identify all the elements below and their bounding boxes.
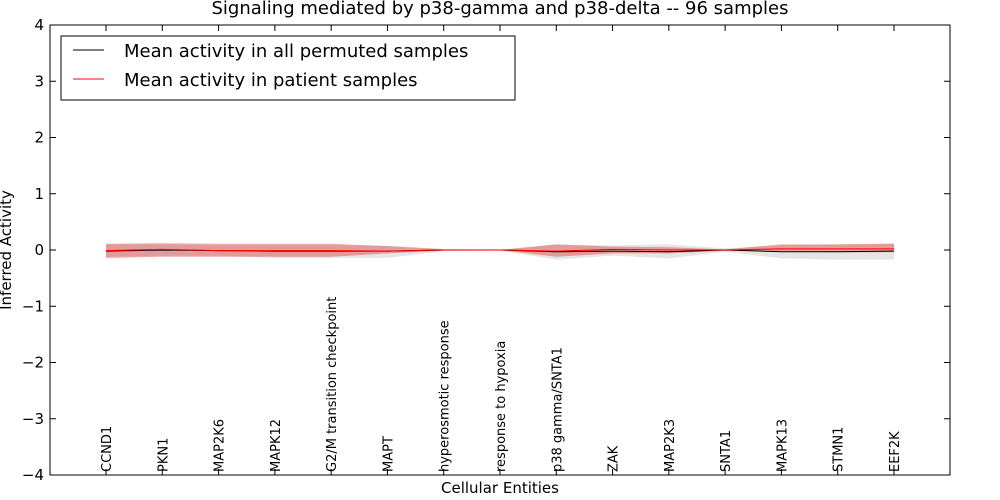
category-label: MAP2K3: [663, 419, 678, 472]
category-label: SNTA1: [719, 430, 734, 472]
category-label: CCND1: [100, 426, 115, 472]
y-tick-label: 0: [34, 241, 44, 259]
category-label: hyperosmotic response: [438, 320, 453, 472]
category-label: EEF2K: [888, 431, 903, 472]
y-tick-label: 4: [34, 16, 44, 34]
legend: Mean activity in all permuted samples Me…: [60, 35, 516, 101]
y-axis-ticks: −4 −3 −2 −1 0 1 2 3 4: [22, 16, 950, 484]
category-label: MAPK13: [775, 419, 790, 472]
y-tick-label: 2: [34, 129, 44, 147]
category-labels: CCND1 PKN1 MAP2K6 MAPK12 G2/M transition che…: [100, 25, 903, 475]
y-tick-label: −2: [22, 354, 44, 372]
x-axis-label: Cellular Entities: [441, 479, 559, 497]
series-lines: [105, 248, 895, 253]
legend-label-patient: Mean activity in patient samples: [124, 70, 418, 91]
category-label: STMN1: [832, 427, 847, 472]
category-label: PKN1: [156, 438, 171, 472]
confidence-bands: [106, 243, 894, 260]
y-tick-label: 3: [34, 72, 44, 90]
y-tick-label: −3: [22, 410, 44, 428]
category-label: MAPT: [381, 436, 396, 472]
plot-frame: [49, 24, 951, 476]
category-label: MAP2K6: [213, 419, 228, 472]
band-patient: [106, 243, 894, 258]
category-label: G2/M transition checkpoint: [325, 297, 340, 472]
legend-box: [60, 35, 516, 101]
chart-title: Signaling mediated by p38-gamma and p38-…: [212, 0, 789, 19]
y-tick-label: −4: [22, 466, 44, 484]
y-tick-label: 1: [34, 185, 44, 203]
line-patient: [105, 248, 894, 252]
category-label: p38 gamma/SNTA1: [550, 347, 565, 472]
category-label: ZAK: [607, 445, 622, 472]
category-label: MAPK12: [269, 419, 284, 472]
category-label: response to hypoxia: [494, 341, 509, 472]
y-tick-label: −1: [22, 297, 44, 315]
y-axis-label: Inferred Activity: [0, 190, 15, 310]
legend-label-permuted: Mean activity in all permuted samples: [124, 41, 468, 62]
